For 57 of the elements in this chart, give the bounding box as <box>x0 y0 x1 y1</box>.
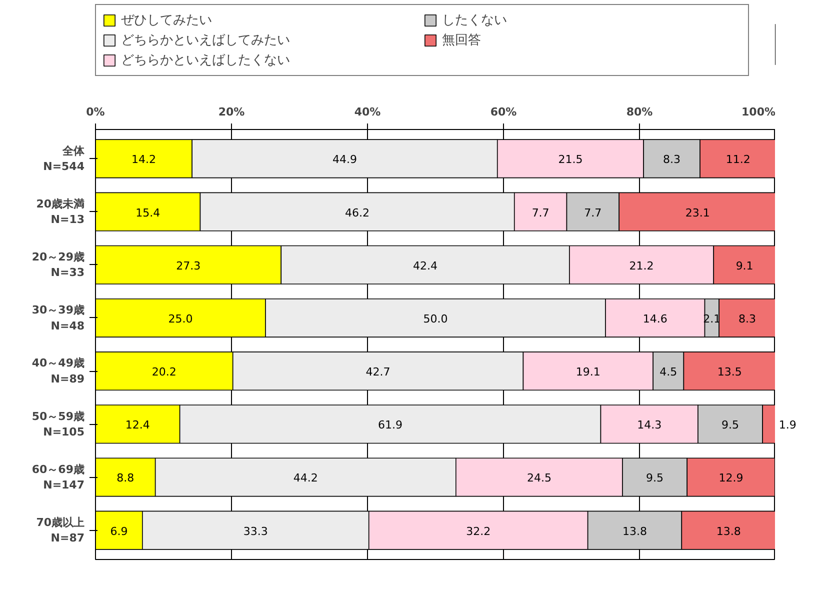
y-tick-label: 70歳以上 N=87 <box>36 516 85 545</box>
data-label: 14.6 <box>642 312 668 326</box>
y-tick-label: 20歳未満 N=13 <box>36 197 85 226</box>
legend-label: ぜひしてみたい <box>121 12 213 29</box>
data-label: 9.5 <box>646 472 664 485</box>
data-label: 46.2 <box>345 206 370 220</box>
data-label: 12.4 <box>125 418 150 432</box>
data-label: 7.7 <box>532 206 550 220</box>
data-label: 32.2 <box>466 524 491 538</box>
data-label: 14.3 <box>637 418 662 432</box>
legend-label: どちらかといえばしたくない <box>121 52 291 69</box>
data-label: 24.5 <box>526 472 552 485</box>
data-label: 20.2 <box>152 366 176 379</box>
data-label: 9.1 <box>736 259 754 272</box>
x-tick-label: 20% <box>218 106 245 118</box>
legend-label: 無回答 <box>442 32 482 49</box>
data-label: 14.2 <box>132 153 156 166</box>
data-label: 1.9 <box>778 418 796 432</box>
data-label: 13.8 <box>716 524 741 538</box>
x-tick-label: 60% <box>490 106 517 118</box>
x-tick-label: 100% <box>742 106 776 118</box>
data-label: 12.9 <box>718 472 744 485</box>
y-tick-label: 全体 N=544 <box>43 144 86 173</box>
data-label: 23.1 <box>685 206 710 220</box>
data-label: 42.4 <box>413 259 438 272</box>
legend-label: どちらかといえばしてみたい <box>121 32 291 49</box>
data-label: 4.5 <box>660 366 678 379</box>
data-label: 9.5 <box>722 418 740 432</box>
data-label: 8.3 <box>738 312 756 326</box>
data-label: 44.2 <box>293 472 318 485</box>
data-label: 50.0 <box>423 312 448 326</box>
y-tick-label: 40～49歳 N=89 <box>32 356 85 386</box>
y-tick-label: 60～69歳 N=147 <box>32 462 85 492</box>
data-label: 6.9 <box>110 524 128 538</box>
data-label: 19.1 <box>576 366 600 379</box>
data-label: 8.3 <box>663 153 681 166</box>
data-label: 15.4 <box>136 206 160 220</box>
data-label: 7.7 <box>584 206 602 220</box>
x-tick-label: 0% <box>86 106 105 118</box>
data-label: 8.8 <box>116 472 134 485</box>
x-tick-label: 40% <box>354 106 381 118</box>
x-tick-label: 80% <box>626 106 653 118</box>
data-label: 13.5 <box>717 366 742 379</box>
data-label: 42.7 <box>366 366 390 379</box>
legend-label: したくない <box>442 12 508 29</box>
data-label: 13.8 <box>622 524 647 538</box>
y-tick-label: 50～59歳 N=105 <box>32 410 85 438</box>
data-label: 27.3 <box>176 259 201 272</box>
y-tick-label: 30～39歳 N=48 <box>32 304 85 332</box>
y-tick-label: 20～29歳 N=33 <box>32 250 85 280</box>
data-label: 33.3 <box>243 524 268 538</box>
data-label: 44.9 <box>332 153 357 166</box>
data-label: 21.2 <box>629 259 654 272</box>
data-label: 21.5 <box>558 153 583 166</box>
data-label: 25.0 <box>168 312 193 326</box>
data-label: 11.2 <box>726 153 750 166</box>
data-label: 61.9 <box>378 418 403 432</box>
